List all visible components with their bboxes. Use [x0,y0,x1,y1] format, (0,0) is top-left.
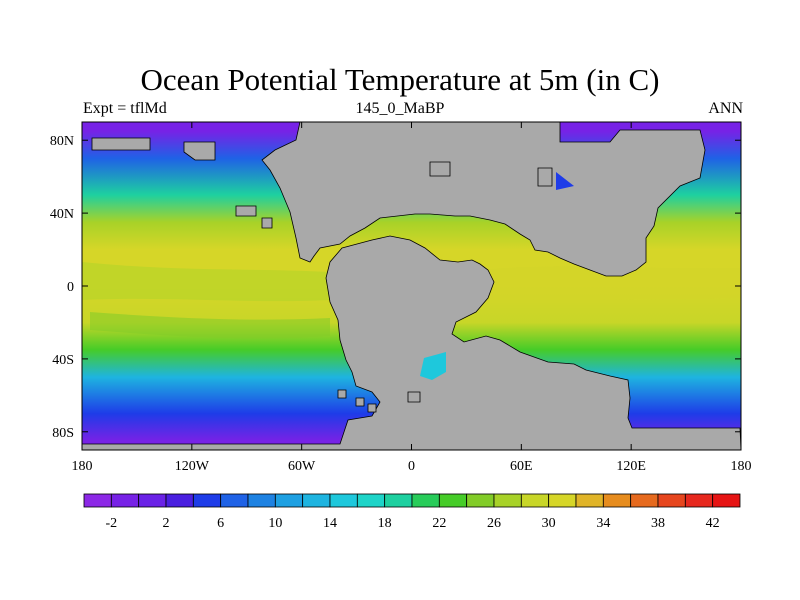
colorbar-label: 38 [651,516,665,531]
time-label: 145_0_MaBP [355,100,445,117]
colorbar-swatch [247,493,276,508]
y-tick-label: 40N [50,207,74,222]
colorbar-label: 14 [323,516,337,531]
south-coastal-cold-patch [420,352,446,380]
season-label: ANN [708,100,743,117]
y-axis: 80N 40N 0 40S 80S [50,134,741,441]
x-tick-label: 0 [408,459,415,474]
plot-title: Ocean Potential Temperature at 5m (in C) [140,62,660,97]
colorbar-swatch [493,493,522,508]
colorbar-swatch [110,493,140,508]
colorbar-label: 42 [706,516,720,531]
colorbar-swatch [356,493,386,508]
land-south-islands [337,389,421,413]
x-tick-label: 180 [72,459,93,474]
colorbar: -2 2 6 10 14 18 22 26 30 34 38 42 [83,493,741,531]
y-tick-label: 0 [67,280,74,295]
colorbar-label: 26 [487,516,501,531]
colorbar-swatch [520,493,550,508]
colorbar-swatch [384,493,413,508]
colorbar-swatch [548,493,577,508]
warm-pool-tethys [480,266,741,300]
x-tick-label: 180 [731,459,752,474]
colorbar-swatch [411,493,440,508]
colorbar-swatch [302,493,331,508]
y-tick-label: 80S [52,426,74,441]
colorbar-label: 2 [163,516,170,531]
x-tick-label: 60W [288,459,316,474]
colorbar-label: 22 [432,516,446,531]
colorbar-swatch [684,493,714,508]
colorbar-swatch [165,493,194,508]
colorbar-label: 18 [378,516,392,531]
colorbar-swatch [657,493,686,508]
colorbar-label: -2 [105,516,117,531]
x-axis: 180 120W 60W 0 60E 120E 180 [72,122,752,474]
north-coastal-cold-patch [556,172,574,190]
warm-pool-pacific [82,262,330,302]
colorbar-swatch [602,493,632,508]
colorbar-swatch [712,493,741,508]
y-tick-label: 40S [52,353,74,368]
map-area [82,122,741,450]
colorbar-label: 10 [268,516,282,531]
y-tick-label: 80N [50,134,74,149]
colorbar-label: 6 [217,516,224,531]
colorbar-swatch [274,493,304,508]
colorbar-label: 30 [542,516,556,531]
colorbar-swatch [438,493,468,508]
land-north-arctic-islands [91,137,553,229]
colorbar-label: 34 [596,516,610,531]
experiment-label: Expt = tflMd [83,100,167,117]
land-south [82,235,741,450]
land-north [261,122,706,277]
x-tick-label: 120W [175,459,210,474]
colorbar-swatch [192,493,222,508]
x-tick-label: 60E [510,459,533,474]
colorbar-swatch [83,493,112,508]
warm-pool-tongues [82,262,741,339]
colorbar-swatch [575,493,604,508]
colorbar-swatch [329,493,358,508]
colorbar-swatch [466,493,495,508]
southern-tongue [90,312,330,339]
x-tick-label: 120E [616,459,646,474]
colorbar-swatch [630,493,659,508]
colorbar-swatch [220,493,249,508]
colorbar-swatch [138,493,167,508]
